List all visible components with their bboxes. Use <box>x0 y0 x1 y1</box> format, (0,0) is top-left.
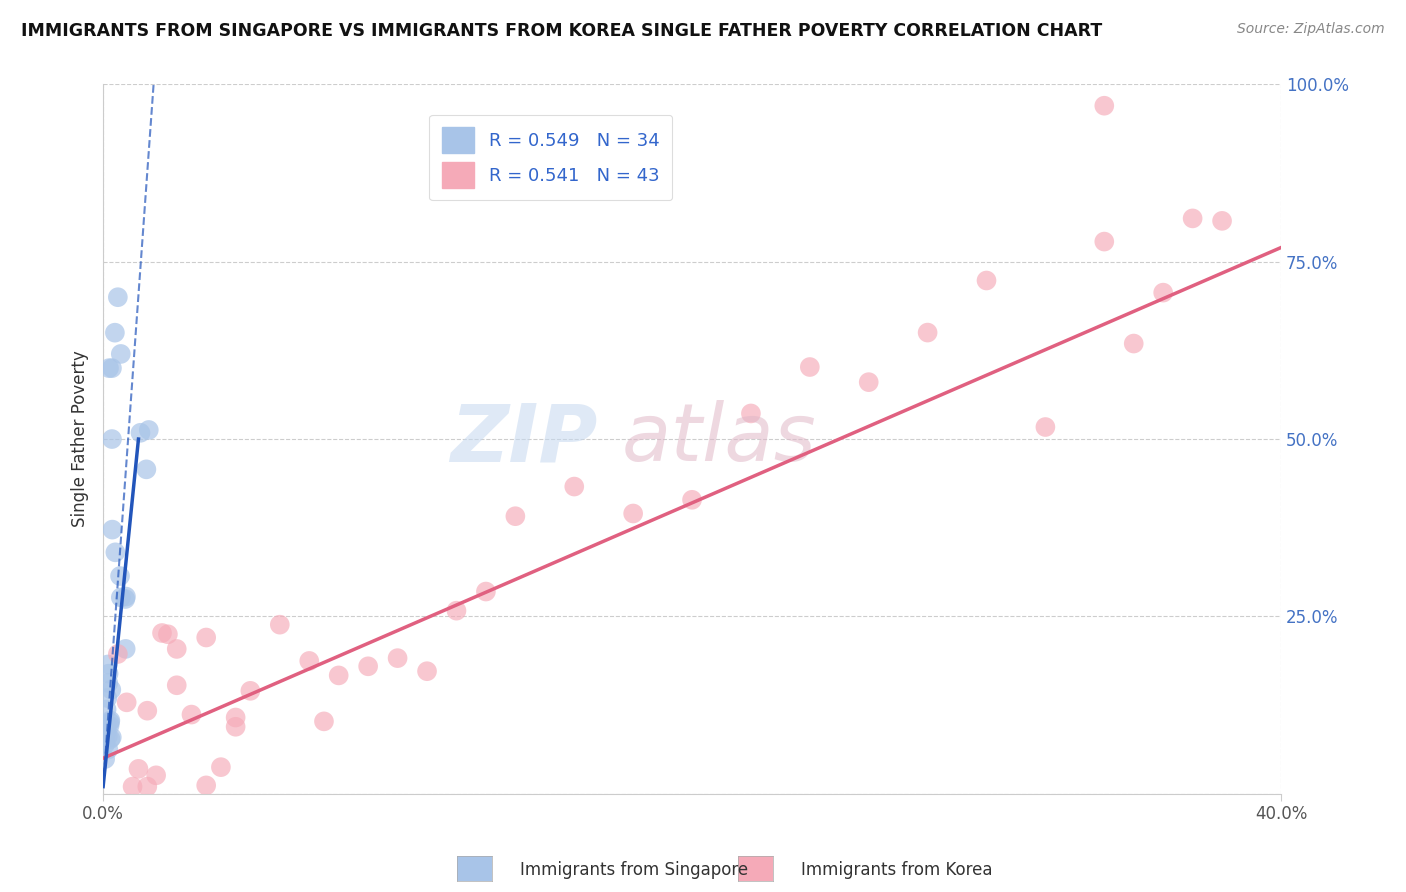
Text: Immigrants from Singapore: Immigrants from Singapore <box>520 861 748 879</box>
Text: Source: ZipAtlas.com: Source: ZipAtlas.com <box>1237 22 1385 37</box>
Point <box>446 604 468 618</box>
Point <box>1211 214 1233 228</box>
Point <box>145 768 167 782</box>
Point <box>115 590 138 604</box>
Point <box>357 659 380 673</box>
Point <box>94 752 117 766</box>
Point <box>101 361 124 376</box>
Point <box>108 569 131 583</box>
Point <box>97 742 120 756</box>
Point <box>740 406 762 420</box>
Point <box>328 668 350 682</box>
Point <box>96 691 118 706</box>
Point <box>97 666 120 681</box>
Point <box>858 375 880 389</box>
Point <box>156 627 179 641</box>
Point <box>136 704 159 718</box>
Legend: R = 0.549   N = 34, R = 0.541   N = 43: R = 0.549 N = 34, R = 0.541 N = 43 <box>429 115 672 200</box>
Point <box>976 273 998 287</box>
Point <box>195 778 218 792</box>
Point <box>114 641 136 656</box>
Point <box>1181 211 1204 226</box>
Point <box>1092 99 1115 113</box>
Point <box>110 591 132 605</box>
Point <box>135 462 157 476</box>
Point <box>127 762 149 776</box>
Point <box>681 492 703 507</box>
Point <box>115 695 138 709</box>
Point <box>94 737 117 751</box>
Point <box>96 702 118 716</box>
Point <box>225 720 247 734</box>
Point <box>101 523 124 537</box>
Point <box>129 425 152 440</box>
Point <box>110 347 132 361</box>
Point <box>121 780 143 794</box>
Point <box>100 682 122 697</box>
Point <box>180 707 202 722</box>
Text: ZIP: ZIP <box>450 400 598 478</box>
Point <box>98 714 121 728</box>
Point <box>416 664 439 678</box>
Point <box>98 361 121 376</box>
Point <box>101 731 124 745</box>
Point <box>1035 420 1057 434</box>
Point <box>269 617 291 632</box>
Point <box>97 657 120 672</box>
Point <box>505 509 527 524</box>
Y-axis label: Single Father Poverty: Single Father Poverty <box>72 351 89 527</box>
Point <box>312 714 335 729</box>
Point <box>96 723 118 738</box>
Point <box>166 678 188 692</box>
Point <box>209 760 232 774</box>
Point <box>94 730 117 744</box>
Point <box>475 584 498 599</box>
Point <box>195 631 218 645</box>
Point <box>104 545 127 559</box>
Point <box>562 479 585 493</box>
Point <box>1092 235 1115 249</box>
Point <box>104 326 127 340</box>
Point <box>138 423 160 437</box>
Point <box>97 676 120 690</box>
Point <box>96 717 118 731</box>
Text: atlas: atlas <box>621 400 815 478</box>
Text: IMMIGRANTS FROM SINGAPORE VS IMMIGRANTS FROM KOREA SINGLE FATHER POVERTY CORRELA: IMMIGRANTS FROM SINGAPORE VS IMMIGRANTS … <box>21 22 1102 40</box>
Point <box>98 715 121 730</box>
Point <box>387 651 409 665</box>
Point <box>239 683 262 698</box>
Text: Immigrants from Korea: Immigrants from Korea <box>801 861 993 879</box>
Point <box>166 642 188 657</box>
Point <box>225 710 247 724</box>
Point <box>98 718 121 732</box>
Point <box>150 626 173 640</box>
Point <box>136 780 159 794</box>
Point <box>799 359 821 374</box>
Point <box>1152 285 1174 300</box>
Point <box>114 592 136 607</box>
Point <box>107 290 129 304</box>
Point <box>107 647 129 661</box>
Point <box>621 507 644 521</box>
Point <box>97 730 120 744</box>
Point <box>100 731 122 746</box>
Point <box>298 654 321 668</box>
Point <box>917 326 939 340</box>
Point <box>101 432 124 446</box>
Point <box>1122 336 1144 351</box>
